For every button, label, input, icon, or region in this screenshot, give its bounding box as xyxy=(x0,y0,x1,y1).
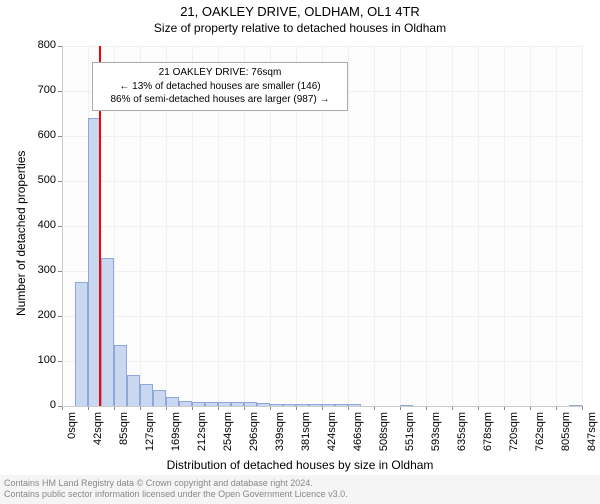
y-tick-label: 0 xyxy=(22,399,56,411)
annotation-box: 21 OAKLEY DRIVE: 76sqm ← 13% of detached… xyxy=(92,62,348,111)
title-main: 21, OAKLEY DRIVE, OLDHAM, OL1 4TR xyxy=(0,4,600,19)
footer-line-2: Contains public sector information licen… xyxy=(4,489,596,501)
y-tick-label: 700 xyxy=(22,84,56,96)
x-tick-label: 466sqm xyxy=(352,412,364,462)
bar xyxy=(153,390,166,406)
footer-line-1: Contains HM Land Registry data © Crown c… xyxy=(4,478,596,490)
x-tick-label: 381sqm xyxy=(300,412,312,462)
bar xyxy=(75,282,88,406)
bar xyxy=(114,345,127,406)
y-tick-label: 800 xyxy=(22,39,56,51)
x-tick-label: 720sqm xyxy=(508,412,520,462)
bar xyxy=(140,384,153,407)
x-tick-label: 42sqm xyxy=(92,412,104,462)
x-tick-label: 424sqm xyxy=(326,412,338,462)
x-tick-label: 678sqm xyxy=(482,412,494,462)
bar xyxy=(101,258,114,407)
y-axis-line xyxy=(62,46,63,406)
x-tick-label: 339sqm xyxy=(274,412,286,462)
x-tick-label: 296sqm xyxy=(248,412,260,462)
y-tick-label: 600 xyxy=(22,129,56,141)
x-tick-label: 593sqm xyxy=(430,412,442,462)
x-tick-label: 805sqm xyxy=(560,412,572,462)
annotation-line-1: 21 OAKLEY DRIVE: 76sqm xyxy=(99,66,341,80)
x-tick-label: 85sqm xyxy=(118,412,130,462)
annotation-line-2: ← 13% of detached houses are smaller (14… xyxy=(99,80,341,94)
x-tick-label: 635sqm xyxy=(456,412,468,462)
y-tick-label: 100 xyxy=(22,354,56,366)
x-tick-label: 508sqm xyxy=(378,412,390,462)
bar xyxy=(127,375,140,407)
x-axis-line xyxy=(62,406,582,407)
x-tick-label: 0sqm xyxy=(66,412,78,462)
bar xyxy=(166,397,179,406)
x-tick-label: 127sqm xyxy=(144,412,156,462)
annotation-line-3: 86% of semi-detached houses are larger (… xyxy=(99,93,341,107)
x-axis-label: Distribution of detached houses by size … xyxy=(0,458,600,472)
x-tick-label: 212sqm xyxy=(196,412,208,462)
x-tick-label: 847sqm xyxy=(586,412,598,462)
y-axis-label: Number of detached properties xyxy=(14,151,28,316)
x-tick-label: 762sqm xyxy=(534,412,546,462)
x-tick-label: 254sqm xyxy=(222,412,234,462)
x-tick-label: 551sqm xyxy=(404,412,416,462)
title-sub: Size of property relative to detached ho… xyxy=(0,21,600,35)
x-tick-label: 169sqm xyxy=(170,412,182,462)
